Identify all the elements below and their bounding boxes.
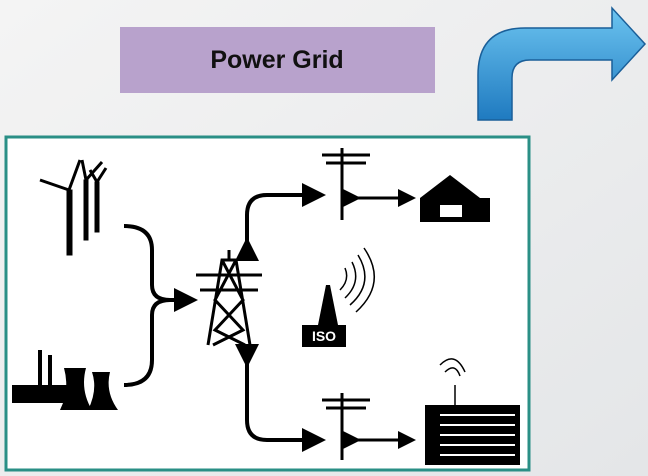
connector bbox=[123, 298, 171, 387]
curved-arrow bbox=[477, 6, 647, 121]
connector bbox=[235, 183, 326, 261]
house-window bbox=[440, 205, 462, 217]
utility-pole bbox=[322, 148, 370, 220]
wind-turbines bbox=[39, 159, 108, 256]
house bbox=[420, 175, 490, 222]
title: Power Grid bbox=[210, 46, 343, 74]
utility-pole bbox=[322, 393, 370, 460]
office-building bbox=[425, 358, 520, 465]
iso-label: ISO bbox=[312, 328, 336, 344]
transmission-tower bbox=[196, 250, 262, 347]
iso-tower bbox=[302, 247, 376, 347]
power-plant bbox=[12, 350, 118, 410]
connector bbox=[235, 344, 326, 452]
title-box bbox=[120, 27, 435, 93]
